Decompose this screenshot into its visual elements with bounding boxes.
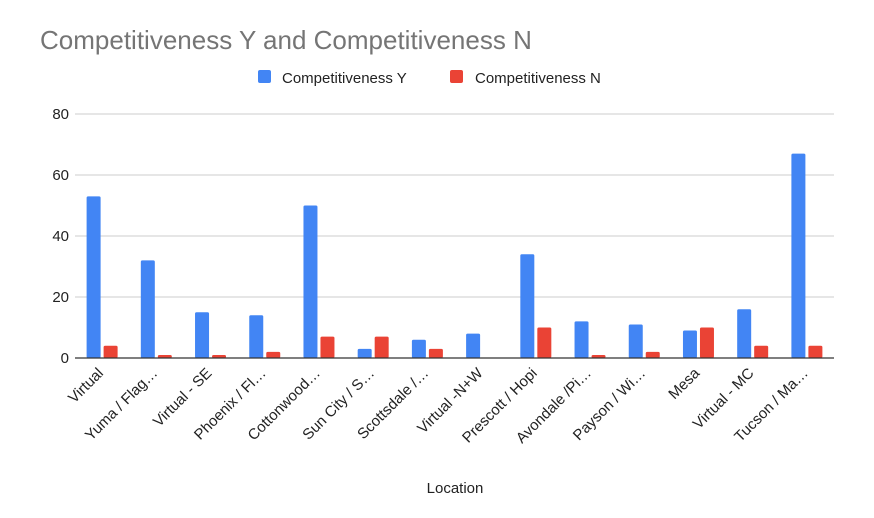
x-tick-label: Virtual — [65, 365, 107, 407]
bar-competitiveness-y — [195, 312, 210, 358]
y-tick-label: 40 — [52, 228, 69, 245]
bar-competitiveness-y — [737, 309, 752, 358]
gridlines — [75, 113, 834, 298]
legend-swatch-competitiveness-n — [450, 70, 463, 83]
bar-competitiveness-n — [320, 336, 335, 358]
y-tick-label: 60 — [52, 167, 69, 184]
bar-competitiveness-y — [628, 324, 643, 358]
bar-competitiveness-n — [645, 351, 660, 358]
bar-competitiveness-y — [303, 205, 318, 358]
bar-competitiveness-y — [140, 260, 155, 358]
bar-competitiveness-n — [754, 345, 769, 358]
bar-competitiveness-y — [86, 196, 101, 358]
y-tick-label: 80 — [52, 106, 69, 123]
bar-competitiveness-y — [791, 153, 806, 358]
y-tick-label: 20 — [52, 289, 69, 306]
bar-competitiveness-n — [428, 348, 443, 358]
x-tick-label: Mesa — [665, 364, 703, 402]
bar-competitiveness-y — [574, 321, 589, 358]
bar-competitiveness-y — [682, 330, 697, 358]
bar-competitiveness-n — [699, 327, 714, 358]
bar-competitiveness-y — [249, 315, 264, 358]
bar-competitiveness-n — [266, 351, 281, 358]
bar-competitiveness-n — [808, 345, 823, 358]
y-tick-label: 0 — [61, 350, 69, 367]
bars — [86, 153, 823, 358]
chart-title: Competitiveness Y and Competitiveness N — [40, 25, 532, 55]
bar-competitiveness-n — [103, 345, 118, 358]
bar-competitiveness-y — [466, 333, 481, 358]
bar-competitiveness-n — [537, 327, 552, 358]
legend-swatch-competitiveness-y — [258, 70, 271, 83]
y-axis-ticks: 0 20 40 60 80 — [52, 106, 69, 367]
bar-competitiveness-n — [157, 354, 172, 358]
legend-label-competitiveness-y: Competitiveness Y — [282, 70, 407, 87]
bar-competitiveness-n — [591, 354, 606, 358]
bar-competitiveness-y — [411, 339, 426, 358]
bar-competitiveness-n — [374, 336, 389, 358]
bar-competitiveness-y — [520, 254, 535, 358]
legend: Competitiveness Y Competitiveness N — [258, 70, 601, 87]
bar-competitiveness-n — [212, 354, 227, 358]
legend-label-competitiveness-n: Competitiveness N — [475, 70, 601, 87]
bar-competitiveness-y — [357, 348, 372, 358]
x-axis-title: Location — [427, 480, 484, 497]
